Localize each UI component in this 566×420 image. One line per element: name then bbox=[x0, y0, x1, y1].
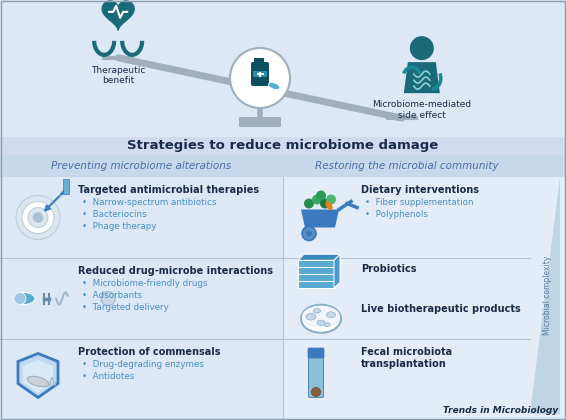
Text: Targeted antimicrobial therapies: Targeted antimicrobial therapies bbox=[78, 185, 259, 195]
Polygon shape bbox=[248, 88, 272, 108]
FancyBboxPatch shape bbox=[298, 281, 335, 288]
Circle shape bbox=[311, 388, 320, 396]
Ellipse shape bbox=[314, 308, 320, 313]
Text: Dietary interventions: Dietary interventions bbox=[361, 185, 479, 195]
Circle shape bbox=[302, 226, 316, 241]
FancyBboxPatch shape bbox=[253, 71, 267, 77]
FancyBboxPatch shape bbox=[283, 177, 566, 420]
Ellipse shape bbox=[317, 320, 325, 326]
Ellipse shape bbox=[306, 313, 316, 320]
Circle shape bbox=[16, 195, 60, 239]
FancyBboxPatch shape bbox=[308, 348, 324, 358]
Circle shape bbox=[326, 194, 336, 205]
Ellipse shape bbox=[268, 82, 280, 89]
Circle shape bbox=[101, 291, 115, 305]
Text: •  Bacteriocins: • Bacteriocins bbox=[82, 210, 147, 219]
Text: Protection of commensals: Protection of commensals bbox=[78, 347, 221, 357]
Ellipse shape bbox=[324, 323, 330, 327]
Circle shape bbox=[33, 213, 43, 223]
Circle shape bbox=[320, 199, 330, 208]
Ellipse shape bbox=[325, 201, 333, 210]
Polygon shape bbox=[18, 354, 58, 397]
Text: •  Drug-degrading enzymes: • Drug-degrading enzymes bbox=[82, 360, 204, 369]
Circle shape bbox=[410, 36, 434, 60]
Text: •  Antidotes: • Antidotes bbox=[82, 372, 134, 381]
Text: •  Narrow-spectrum antibiotics: • Narrow-spectrum antibiotics bbox=[82, 198, 217, 207]
Circle shape bbox=[304, 199, 314, 208]
Polygon shape bbox=[23, 360, 53, 393]
Polygon shape bbox=[334, 254, 340, 288]
Text: Restoring the microbial community: Restoring the microbial community bbox=[315, 161, 498, 171]
FancyBboxPatch shape bbox=[0, 137, 566, 155]
Circle shape bbox=[28, 207, 48, 228]
Ellipse shape bbox=[302, 306, 340, 328]
Polygon shape bbox=[102, 1, 134, 30]
Polygon shape bbox=[298, 254, 340, 260]
Ellipse shape bbox=[27, 376, 49, 387]
Ellipse shape bbox=[14, 292, 26, 304]
FancyBboxPatch shape bbox=[308, 354, 324, 397]
FancyBboxPatch shape bbox=[0, 177, 283, 420]
FancyBboxPatch shape bbox=[298, 260, 335, 267]
Text: Live biotherapeutic products: Live biotherapeutic products bbox=[361, 304, 521, 315]
Text: •  Adsorbants: • Adsorbants bbox=[82, 291, 142, 300]
Text: Microbial complexity: Microbial complexity bbox=[543, 256, 552, 335]
Text: Strategies to reduce microbiome damage: Strategies to reduce microbiome damage bbox=[127, 139, 439, 152]
Polygon shape bbox=[404, 62, 440, 93]
Text: •  Phage therapy: • Phage therapy bbox=[82, 222, 156, 231]
FancyBboxPatch shape bbox=[254, 58, 264, 64]
Text: •  Targeted delivery: • Targeted delivery bbox=[82, 303, 169, 312]
Text: Preventing microbiome alterations: Preventing microbiome alterations bbox=[52, 161, 231, 171]
Ellipse shape bbox=[13, 292, 35, 304]
Text: •  Fiber supplementation: • Fiber supplementation bbox=[365, 198, 474, 207]
Polygon shape bbox=[301, 210, 339, 228]
FancyBboxPatch shape bbox=[298, 267, 335, 274]
Circle shape bbox=[22, 202, 54, 234]
FancyBboxPatch shape bbox=[251, 62, 269, 86]
Ellipse shape bbox=[327, 312, 336, 318]
FancyBboxPatch shape bbox=[239, 117, 281, 127]
Circle shape bbox=[306, 231, 312, 236]
Text: Probiotics: Probiotics bbox=[361, 264, 417, 274]
Text: •  Polyphenols: • Polyphenols bbox=[365, 210, 428, 219]
FancyBboxPatch shape bbox=[0, 0, 566, 155]
Circle shape bbox=[230, 48, 290, 108]
Ellipse shape bbox=[301, 305, 341, 333]
FancyBboxPatch shape bbox=[298, 274, 335, 281]
FancyBboxPatch shape bbox=[0, 155, 566, 177]
FancyBboxPatch shape bbox=[63, 179, 69, 194]
Text: Trends in Microbiology: Trends in Microbiology bbox=[443, 406, 558, 415]
Text: Therapeutic
benefit: Therapeutic benefit bbox=[91, 66, 145, 85]
Text: Fecal microbiota
transplantation: Fecal microbiota transplantation bbox=[361, 347, 452, 369]
Text: Microbiome-mediated
side effect: Microbiome-mediated side effect bbox=[372, 100, 471, 120]
Polygon shape bbox=[530, 177, 560, 414]
Circle shape bbox=[316, 191, 326, 200]
Text: Reduced drug-microbe interactions: Reduced drug-microbe interactions bbox=[78, 266, 273, 276]
Circle shape bbox=[312, 194, 322, 205]
Text: •  Microbiome-friendly drugs: • Microbiome-friendly drugs bbox=[82, 279, 208, 288]
